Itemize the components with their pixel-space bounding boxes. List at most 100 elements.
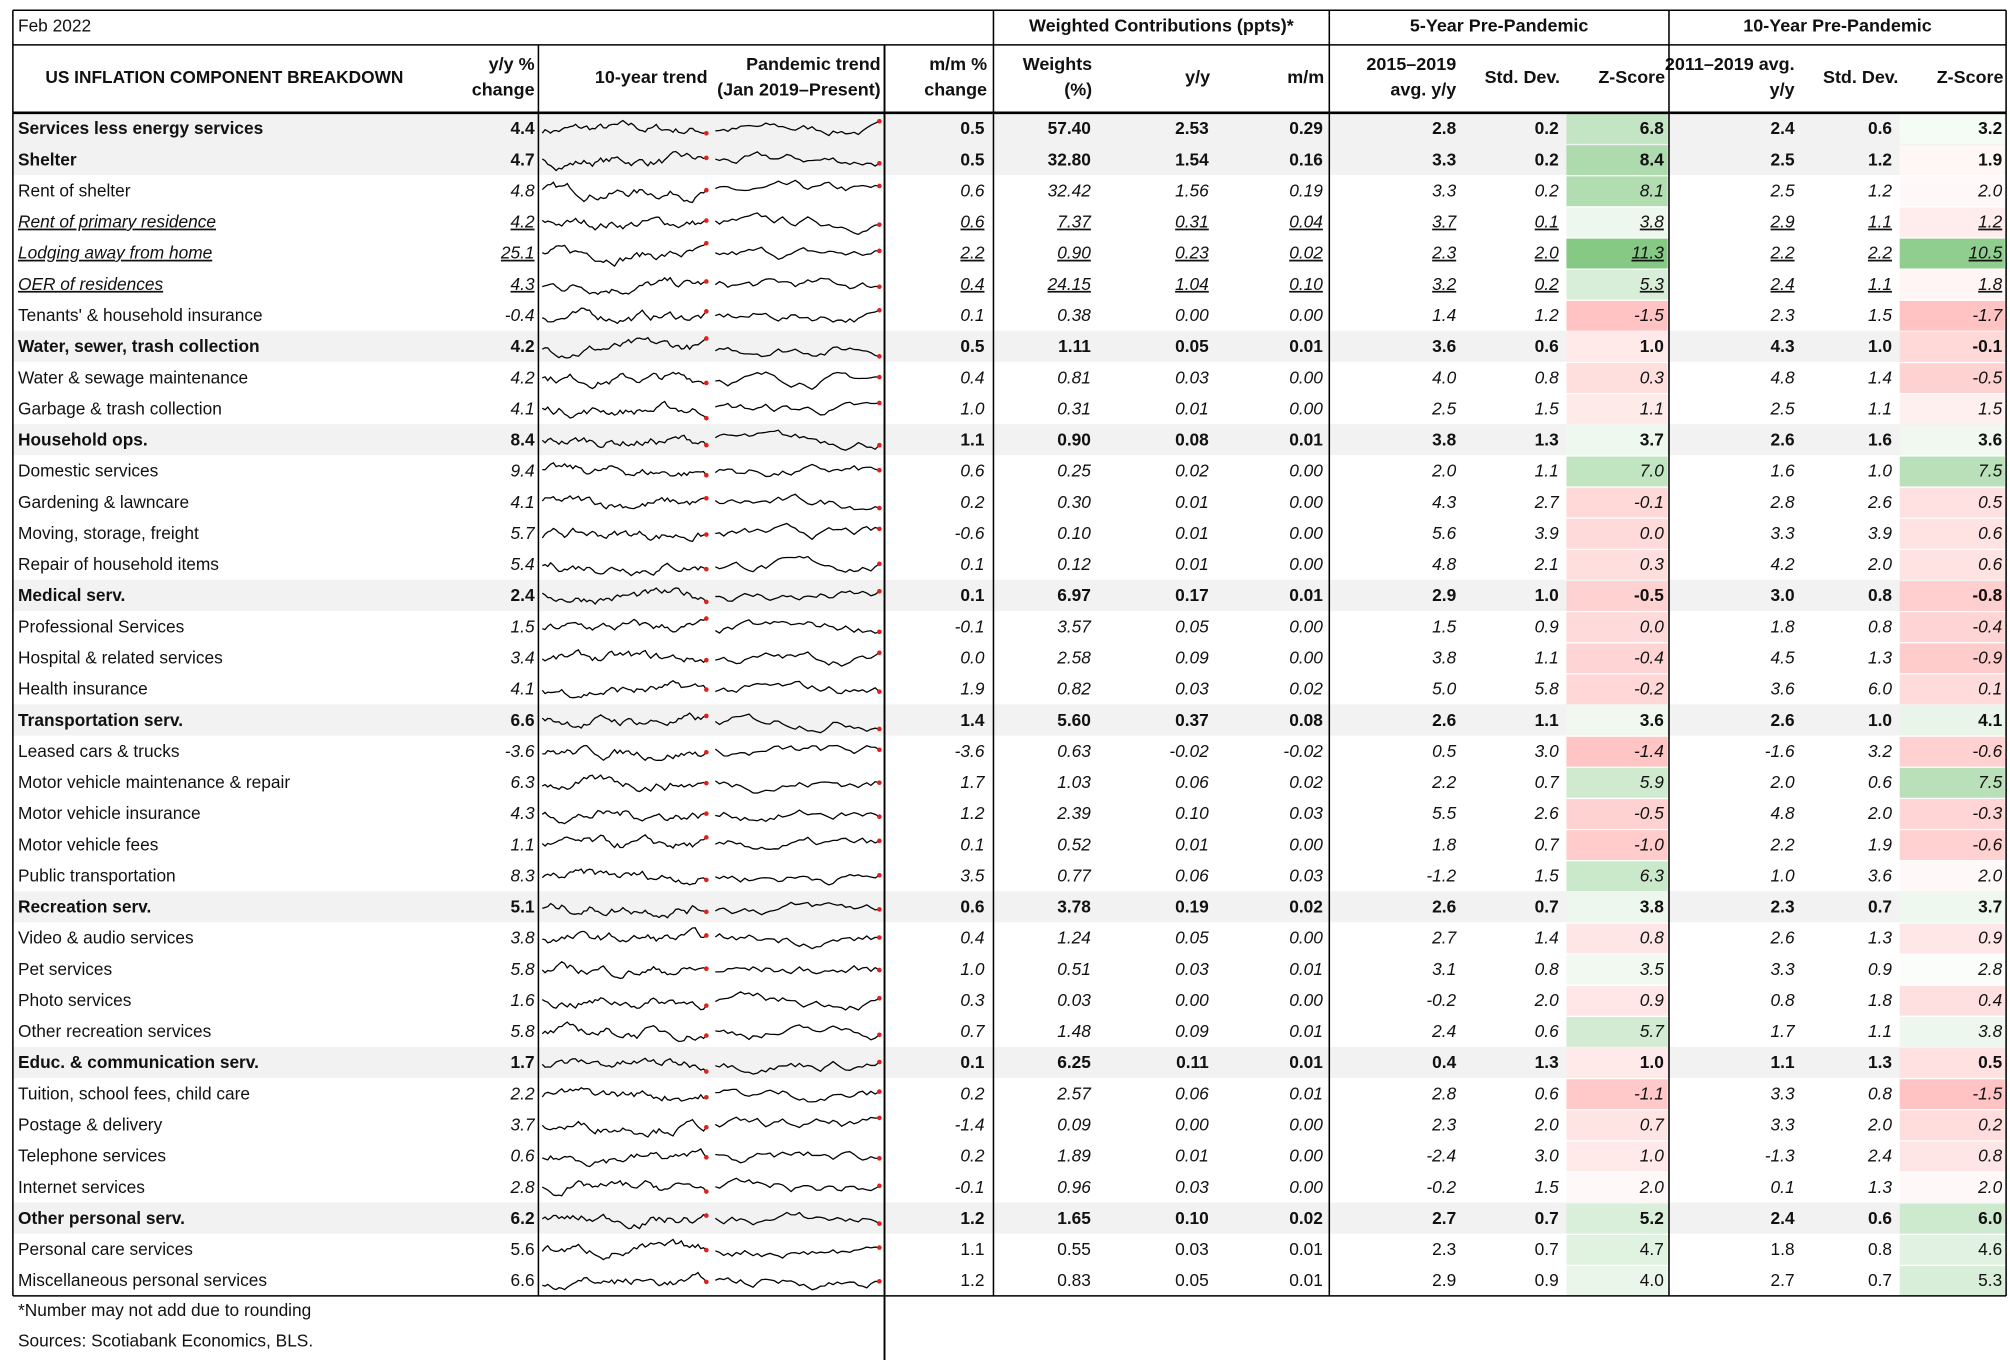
sparkline-marker [877, 400, 882, 406]
cell-value: 0.00 [1289, 834, 1323, 854]
sparkline-marker [704, 155, 709, 161]
cell-value: 0.01 [1289, 1021, 1323, 1041]
cell-value: 6.3 [1640, 865, 1664, 885]
sparkline [541, 1086, 707, 1102]
cell-value: 3.6 [1771, 679, 1795, 699]
cell-value: 4.7 [511, 149, 535, 169]
sparkline [541, 649, 707, 664]
cell-value: 3.3 [1432, 180, 1456, 200]
cell-value: 3.0 [1535, 741, 1559, 761]
sparkline-marker [877, 222, 882, 227]
cell-value: 0.4 [1978, 990, 2002, 1010]
sparkline [541, 119, 707, 135]
cell-value: 9.4 [511, 461, 535, 481]
z-score-shade [1566, 736, 1668, 767]
cell-value: 0.01 [1289, 959, 1323, 979]
cell-value: 4.0 [1432, 367, 1456, 387]
cell-value: 0.00 [1175, 1115, 1209, 1135]
z-score-shade [1566, 176, 1668, 207]
cell-value: -1.4 [955, 1115, 985, 1135]
footnote: Sources: Scotiabank Economics, BLS. [18, 1331, 313, 1351]
cell-value: 1.65 [1057, 1208, 1091, 1228]
cell-value: 5.60 [1057, 710, 1091, 730]
sparkline [541, 680, 707, 699]
cell-value: 0.16 [1289, 149, 1323, 169]
cell-value: 1.3 [1868, 928, 1892, 948]
row-label: Transportation serv. [18, 710, 183, 730]
cell-value: 4.3 [511, 274, 535, 294]
z-score-shade [1566, 892, 1668, 923]
cell-value: 0.01 [1289, 1270, 1323, 1290]
cell-value: 0.55 [1057, 1239, 1091, 1259]
sparkline [715, 836, 880, 850]
sparkline-marker [704, 1155, 709, 1160]
cell-value: 0.01 [1175, 398, 1209, 418]
cell-value: 0.00 [1289, 647, 1323, 667]
cell-value: 1.6 [1868, 430, 1892, 450]
z-score-shade [1566, 1079, 1668, 1110]
sparkline [714, 429, 880, 451]
sparkline [541, 1238, 707, 1261]
z-score-shade [1566, 518, 1668, 549]
cell-value: 0.00 [1175, 305, 1209, 325]
sparkline-marker [877, 561, 882, 567]
sparkline-marker [704, 1033, 709, 1038]
cell-value: 0.4 [960, 928, 984, 948]
cell-value: 3.9 [1535, 523, 1559, 543]
cell-value: 1.2 [1978, 212, 2002, 232]
z-score-shade [1566, 456, 1668, 487]
row-label: Public transportation [18, 865, 176, 885]
cell-value: 2.5 [1771, 149, 1795, 169]
z-score-shade [1899, 114, 2005, 144]
cell-value: 2.5 [1770, 398, 1795, 418]
cell-value: 2.6 [1867, 492, 1892, 512]
row-label: Moving, storage, freight [18, 523, 199, 543]
cell-value: 2.3 [1431, 243, 1456, 263]
sparkline [541, 960, 707, 980]
cell-value: 0.82 [1057, 679, 1091, 699]
z-score-shade [1566, 549, 1668, 580]
z-score-shade [1899, 394, 2005, 425]
cell-value: 2.3 [1431, 1115, 1456, 1135]
sparkline-marker [877, 248, 882, 254]
sparkline-marker [877, 284, 882, 290]
group-header: 10-Year Pre-Pandemic [1743, 16, 1931, 36]
column-header: y/y [1185, 67, 1210, 87]
cell-value: 3.4 [511, 647, 535, 667]
cell-value: 4.3 [511, 803, 535, 823]
cell-value: 2.0 [1867, 803, 1892, 823]
z-score-shade [1899, 207, 2005, 238]
cell-value: 1.8 [1432, 834, 1456, 854]
cell-value: 4.6 [1978, 1239, 2002, 1259]
group-header: 5-Year Pre-Pandemic [1410, 16, 1588, 36]
cell-value: 1.4 [960, 710, 984, 730]
sparkline-marker [704, 966, 709, 971]
sparkline [715, 1060, 880, 1075]
cell-value: 0.19 [1175, 897, 1209, 917]
cell-value: 2.0 [1977, 180, 2002, 200]
z-score-shade [1899, 425, 2005, 456]
cell-value: -0.4 [1634, 647, 1664, 667]
cell-value: 8.1 [1640, 180, 1664, 200]
cell-value: 0.6 [1978, 554, 2002, 574]
cell-value: 0.2 [960, 1083, 984, 1103]
cell-value: 1.5 [1432, 616, 1456, 636]
cell-value: 4.3 [1771, 336, 1795, 356]
z-score-shade [1566, 114, 1668, 144]
sparkline-marker [877, 1279, 882, 1284]
cell-value: 6.8 [1640, 118, 1664, 138]
cell-value: 2.8 [510, 1177, 535, 1197]
row-highlight [12, 112, 2007, 144]
cell-value: 2.0 [1770, 772, 1795, 792]
sparkline-marker [704, 336, 709, 341]
cell-value: 4.2 [1771, 554, 1795, 574]
cell-value: 6.25 [1057, 1052, 1091, 1072]
sparkline [542, 276, 707, 296]
sparkline-marker [704, 279, 709, 284]
row-label: Postage & delivery [18, 1115, 163, 1135]
cell-value: 5.8 [511, 959, 535, 979]
sparkline-marker [704, 877, 709, 883]
cell-value: 3.3 [1771, 959, 1795, 979]
cell-value: 32.80 [1048, 149, 1091, 169]
cell-value: 2.8 [1431, 1083, 1456, 1103]
